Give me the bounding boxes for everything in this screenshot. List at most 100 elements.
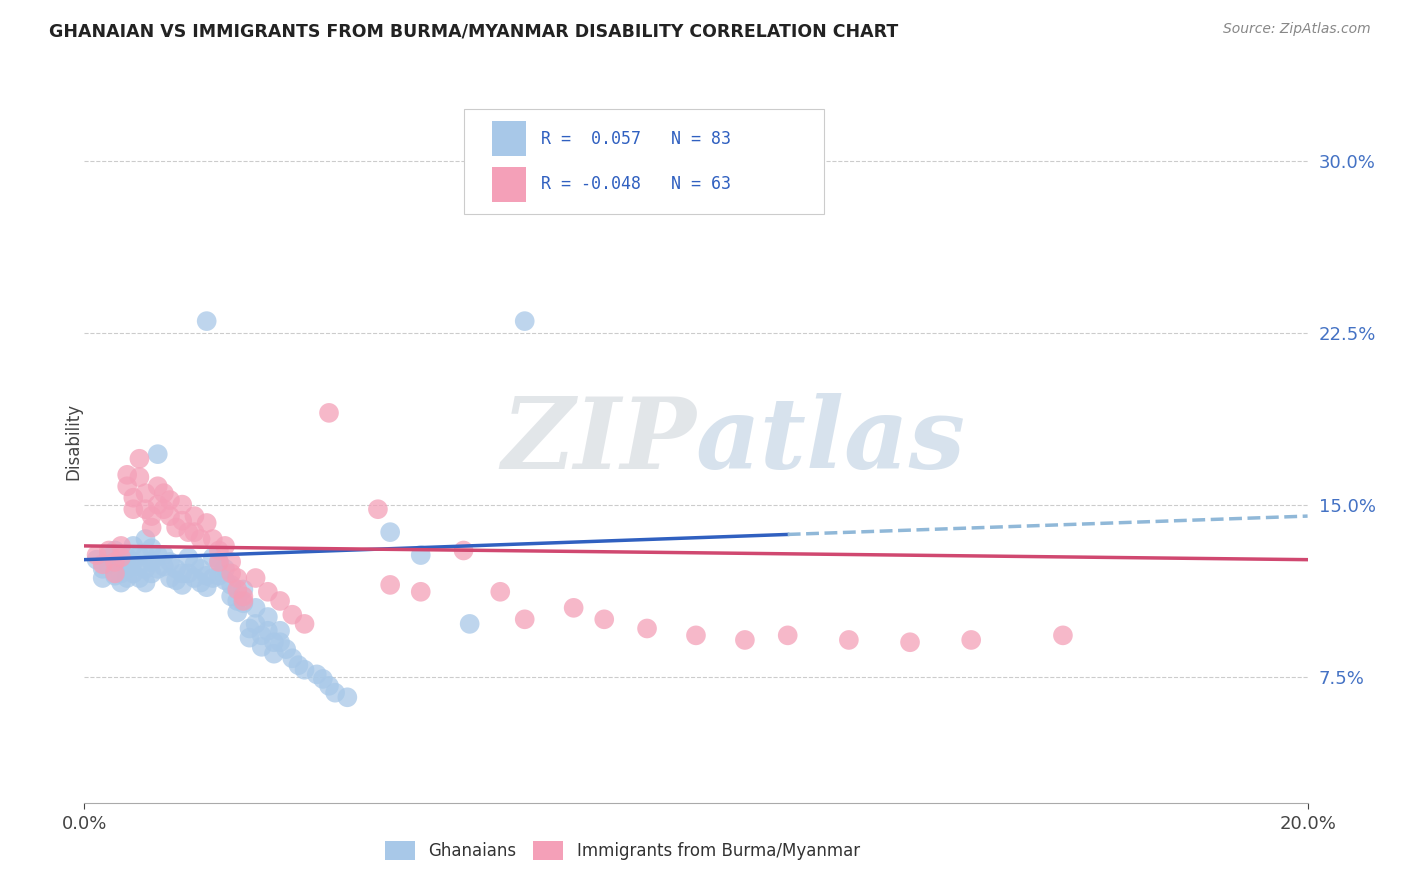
Point xyxy=(128,451,150,466)
Point xyxy=(141,566,163,581)
Point xyxy=(135,486,157,500)
Point xyxy=(513,612,536,626)
Point xyxy=(250,628,273,642)
Point xyxy=(135,562,157,576)
Point xyxy=(208,543,231,558)
Point xyxy=(318,406,340,420)
Point xyxy=(146,498,169,512)
Point xyxy=(122,566,145,581)
Point xyxy=(183,509,205,524)
Point xyxy=(734,632,756,647)
Point xyxy=(141,509,163,524)
Point xyxy=(135,575,157,590)
Point xyxy=(110,539,132,553)
Point xyxy=(367,502,389,516)
Point xyxy=(122,539,145,553)
Point xyxy=(110,575,132,590)
Point xyxy=(91,571,114,585)
Point xyxy=(146,548,169,562)
Point xyxy=(214,574,236,588)
Point xyxy=(593,612,616,626)
Point xyxy=(409,548,432,562)
Point xyxy=(104,568,127,582)
Point xyxy=(323,686,346,700)
Point xyxy=(245,571,267,585)
Point xyxy=(776,628,799,642)
Text: atlas: atlas xyxy=(696,393,966,490)
Point xyxy=(219,555,242,569)
Point xyxy=(195,516,218,530)
Point xyxy=(305,667,328,681)
Point xyxy=(263,635,285,649)
Point xyxy=(232,590,254,604)
Point xyxy=(141,541,163,556)
Point xyxy=(214,539,236,553)
Point xyxy=(115,550,138,565)
Point xyxy=(122,491,145,505)
Legend: Ghanaians, Immigrants from Burma/Myanmar: Ghanaians, Immigrants from Burma/Myanmar xyxy=(378,834,866,867)
Point xyxy=(195,568,218,582)
Point xyxy=(269,624,291,638)
Point xyxy=(276,642,298,657)
Point xyxy=(128,571,150,585)
Point xyxy=(159,493,181,508)
Text: R = -0.048   N = 63: R = -0.048 N = 63 xyxy=(541,176,731,194)
Point xyxy=(122,555,145,569)
Text: R =  0.057   N = 83: R = 0.057 N = 83 xyxy=(541,130,731,148)
Point xyxy=(165,562,187,576)
Point xyxy=(91,558,114,572)
Point xyxy=(110,550,132,565)
Point xyxy=(257,610,280,624)
Point xyxy=(135,548,157,562)
Point xyxy=(172,514,194,528)
Point xyxy=(153,502,176,516)
Point xyxy=(960,632,983,647)
Point xyxy=(201,532,224,546)
Point xyxy=(172,498,194,512)
Point xyxy=(409,584,432,599)
Point xyxy=(208,568,231,582)
Point xyxy=(281,651,304,665)
Point xyxy=(104,543,127,558)
Point xyxy=(159,555,181,569)
Point xyxy=(380,525,402,540)
Point xyxy=(226,582,249,597)
Point xyxy=(238,631,260,645)
Point xyxy=(636,622,658,636)
Point xyxy=(294,663,316,677)
Point xyxy=(91,562,114,576)
Text: Source: ZipAtlas.com: Source: ZipAtlas.com xyxy=(1223,22,1371,37)
Point xyxy=(115,467,138,482)
Point xyxy=(104,555,127,569)
Point xyxy=(183,571,205,585)
Point xyxy=(190,562,212,576)
Point xyxy=(898,635,921,649)
Point xyxy=(190,532,212,546)
FancyBboxPatch shape xyxy=(464,109,824,214)
Point xyxy=(838,632,860,647)
Point xyxy=(458,616,481,631)
Point xyxy=(1052,628,1074,642)
Point xyxy=(208,555,231,569)
Point xyxy=(257,584,280,599)
Point xyxy=(232,594,254,608)
Point xyxy=(201,550,224,565)
Y-axis label: Disability: Disability xyxy=(65,403,82,480)
Point xyxy=(146,562,169,576)
Point xyxy=(226,594,249,608)
Point xyxy=(153,548,176,562)
Point xyxy=(97,548,120,562)
Point xyxy=(135,532,157,546)
Point xyxy=(281,607,304,622)
Point xyxy=(177,550,200,565)
Point xyxy=(287,658,309,673)
Point xyxy=(312,672,335,686)
Point xyxy=(86,552,108,566)
Point xyxy=(159,509,181,524)
Bar xyxy=(492,121,526,156)
Point xyxy=(172,566,194,581)
Point xyxy=(294,616,316,631)
Point xyxy=(97,558,120,572)
Point xyxy=(165,574,187,588)
Point xyxy=(489,584,512,599)
